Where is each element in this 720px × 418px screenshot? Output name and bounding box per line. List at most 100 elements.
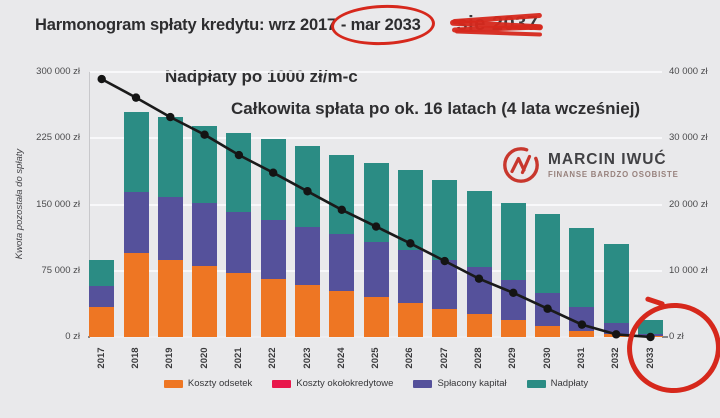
bar-segment bbox=[535, 326, 561, 337]
x-axis-label-2024: 2024 bbox=[335, 347, 347, 369]
bar-2017 bbox=[89, 260, 115, 337]
bar-2027 bbox=[432, 180, 458, 337]
x-axis-label-2027: 2027 bbox=[438, 347, 450, 369]
bar-2031 bbox=[569, 228, 595, 337]
gridline bbox=[90, 137, 662, 140]
bar-segment bbox=[123, 112, 149, 192]
x-axis-label-2023: 2023 bbox=[301, 347, 313, 369]
balance-point bbox=[474, 274, 484, 283]
legend-swatch bbox=[526, 379, 546, 388]
right-axis-tick: 40 000 zł bbox=[669, 66, 708, 77]
title-text: Harmonogram spłaty kredytu: wrz 2017 bbox=[35, 16, 336, 34]
x-axis-label-2021: 2021 bbox=[232, 347, 244, 369]
left-axis-tick: 150 000 zł bbox=[36, 198, 80, 210]
bar-segment bbox=[638, 319, 663, 334]
legend-item: Spłacony kapitał bbox=[413, 378, 507, 389]
bar-segment bbox=[432, 260, 458, 309]
bar-segment bbox=[397, 170, 423, 250]
left-axis-tick: 75 000 zł bbox=[41, 264, 80, 276]
circled-date-text: - mar 2033 bbox=[340, 16, 421, 34]
x-axis-label-2017: 2017 bbox=[95, 347, 107, 369]
balance-point bbox=[337, 205, 346, 214]
bar-segment bbox=[569, 228, 595, 308]
legend-label: Koszty odsetek bbox=[187, 378, 253, 389]
bar-segment bbox=[157, 117, 183, 197]
bar-segment bbox=[603, 323, 629, 335]
balance-point bbox=[131, 93, 141, 102]
x-axis-label-2019: 2019 bbox=[164, 347, 176, 369]
page-title: Harmonogram spłaty kredytu: wrz 2017 - m… bbox=[35, 3, 544, 47]
bar-segment bbox=[123, 191, 149, 253]
balance-point bbox=[234, 150, 244, 160]
bar-2028 bbox=[466, 191, 492, 337]
balance-point bbox=[612, 330, 621, 339]
left-axis-tick: 0 zł bbox=[65, 331, 80, 342]
bar-segment bbox=[89, 260, 115, 286]
bar-2018 bbox=[123, 112, 149, 337]
bar-2020 bbox=[192, 125, 218, 337]
bar-segment bbox=[329, 155, 355, 234]
balance-point bbox=[406, 239, 415, 248]
legend-item: Koszty odsetek bbox=[163, 378, 253, 389]
x-axis-label-2029: 2029 bbox=[507, 347, 519, 369]
right-axis-tick: 0 zł bbox=[669, 331, 684, 342]
brand-logo: MARCIN IWUĆ FINANSE BARDZO OSOBISTE bbox=[501, 145, 679, 185]
right-axis-tick: 10 000 zł bbox=[669, 264, 708, 276]
bar-segment bbox=[466, 313, 492, 337]
bar-segment bbox=[157, 196, 183, 260]
x-axis-label-2025: 2025 bbox=[370, 347, 382, 369]
legend-item: Nadpłaty bbox=[526, 378, 588, 389]
bar-segment bbox=[260, 219, 286, 279]
bar-segment bbox=[226, 211, 252, 273]
balance-point bbox=[509, 288, 518, 298]
chart-legend: Koszty odsetek Koszty okołokredytowe Spłac… bbox=[90, 378, 662, 389]
balance-point bbox=[269, 168, 278, 177]
legend-swatch bbox=[272, 379, 292, 388]
bar-segment bbox=[192, 266, 218, 337]
bar-segment bbox=[535, 214, 561, 294]
x-axis-label-2028: 2028 bbox=[473, 347, 484, 369]
bar-segment bbox=[397, 303, 423, 337]
title-struck-date: sie 2037 bbox=[449, 13, 544, 37]
x-axis-label-2020: 2020 bbox=[198, 347, 210, 369]
balance-point bbox=[371, 222, 381, 231]
right-axis-tick: 30 000 zł bbox=[669, 132, 708, 144]
bar-segment bbox=[123, 252, 149, 337]
bar-segment bbox=[295, 227, 320, 286]
title-circled-date: - mar 2033 bbox=[330, 3, 436, 47]
bar-2032 bbox=[603, 243, 629, 337]
legend-swatch bbox=[413, 379, 433, 388]
x-axis-label-2022: 2022 bbox=[267, 347, 279, 369]
legend-label: Spłacony kapitał bbox=[437, 378, 507, 389]
bar-2019 bbox=[157, 117, 183, 337]
bar-segment bbox=[89, 307, 115, 337]
bar-segment bbox=[500, 203, 526, 281]
balance-point bbox=[577, 320, 587, 329]
bar-segment bbox=[432, 308, 458, 337]
logo-text-block: MARCIN IWUĆ FINANSE BARDZO OSOBISTE bbox=[548, 151, 679, 179]
bar-segment bbox=[260, 138, 286, 220]
x-axis-label-2018: 2018 bbox=[130, 347, 141, 369]
logo-name: MARCIN IWUĆ bbox=[548, 151, 667, 168]
bar-2021 bbox=[226, 132, 252, 337]
annotation-payoff-time: Całkowita spłata po ok. 16 latach (4 lat… bbox=[231, 99, 641, 118]
x-axis-label-2026: 2026 bbox=[404, 347, 416, 369]
bar-2023 bbox=[295, 146, 320, 337]
bar-2029 bbox=[500, 203, 526, 337]
bar-segment bbox=[363, 241, 389, 298]
bar-segment bbox=[295, 285, 320, 337]
chart-plot-area bbox=[89, 71, 663, 342]
legend-label: Koszty okołokredytowe bbox=[296, 378, 394, 389]
bar-segment bbox=[569, 331, 595, 337]
balance-point bbox=[303, 187, 312, 196]
bar-segment bbox=[603, 243, 629, 324]
bar-segment bbox=[192, 203, 218, 267]
bar-segment bbox=[260, 278, 286, 337]
red-ellipse-annotation bbox=[330, 3, 436, 47]
legend-item: Koszty okołokredytowe bbox=[272, 378, 393, 389]
bar-segment bbox=[157, 259, 183, 337]
bar-segment bbox=[397, 249, 423, 304]
bar-segment bbox=[226, 272, 252, 337]
bar-2024 bbox=[329, 155, 355, 337]
